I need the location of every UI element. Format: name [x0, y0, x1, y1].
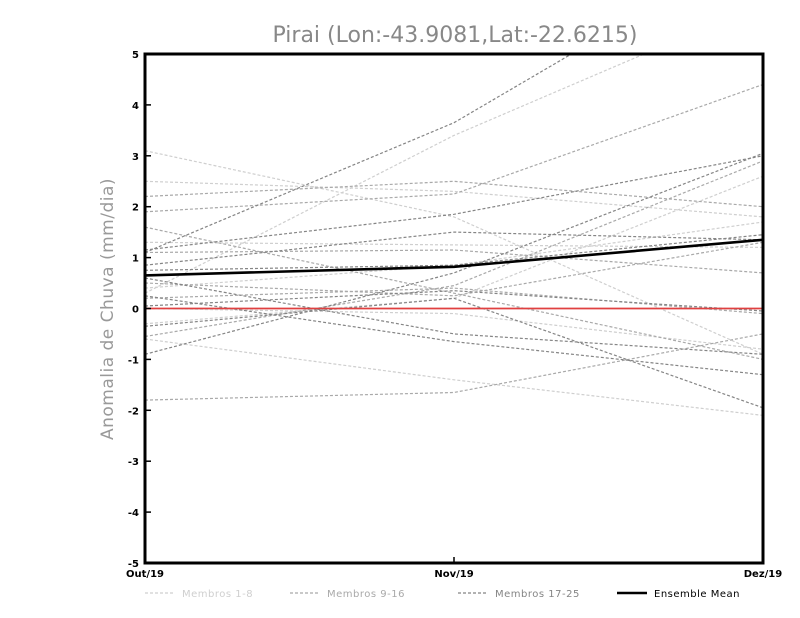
series-line-m22 [145, 295, 763, 376]
series-layer [145, 54, 763, 416]
series-line-m19 [145, 231, 763, 266]
series-line-m6 [145, 307, 763, 350]
ensemble-mean-line [145, 238, 763, 277]
y-tick-label: 4 [132, 101, 139, 112]
series-line-m17 [145, 54, 573, 254]
y-tick-label: -2 [128, 406, 139, 417]
x-tick-label: Out/19 [126, 569, 164, 580]
y-tick-label: -1 [128, 355, 139, 366]
series-line-m8 [145, 221, 763, 289]
y-tick-label: -3 [128, 457, 139, 468]
series-line-m3 [145, 241, 763, 248]
y-tick-label: 5 [132, 50, 139, 61]
series-line-m13 [145, 333, 763, 401]
series-line-m7 [145, 338, 763, 416]
series-line-m14 [145, 287, 763, 315]
x-tick-label: Dez/19 [744, 569, 783, 580]
legend-label: Membros 17-25 [495, 589, 580, 600]
series-line-m1 [145, 150, 763, 355]
series-line-m20 [145, 290, 763, 312]
series-line-m24 [145, 297, 763, 409]
legend: Membros 1-8 Membros 9-16 Membros 17-25 Ense… [145, 589, 740, 600]
y-tick-label: -4 [128, 508, 139, 519]
y-tick-label: 1 [132, 254, 139, 265]
series-line-m21 [145, 277, 763, 355]
y-tick-label: 2 [132, 203, 139, 214]
series-line-m2 [145, 180, 763, 218]
series-line-m18 [145, 152, 763, 355]
chart-title: Pirai (Lon:-43.9081,Lat:-22.6215) [273, 23, 638, 48]
series-line-m12 [145, 249, 763, 274]
y-tick-label: 3 [132, 152, 139, 163]
series-line-m15 [145, 180, 763, 208]
series-line-m16 [145, 226, 763, 360]
ensemble-mean-layer [145, 238, 763, 310]
series-line-m25 [145, 234, 763, 271]
y-tick-label: -5 [128, 559, 139, 570]
series-line-m23 [145, 155, 763, 251]
legend-label: Membros 1-8 [182, 589, 253, 600]
legend-label: Ensemble Mean [654, 589, 740, 600]
y-tick-label: 0 [132, 305, 139, 316]
series-line-m11 [145, 160, 763, 338]
series-line-m9 [145, 83, 763, 213]
x-tick-label: Nov/19 [434, 569, 473, 580]
legend-label: Membros 9-16 [327, 589, 405, 600]
series-line-m4 [145, 54, 646, 294]
y-axis-label: Anomalia de Chuva (mm/dia) [98, 178, 118, 440]
